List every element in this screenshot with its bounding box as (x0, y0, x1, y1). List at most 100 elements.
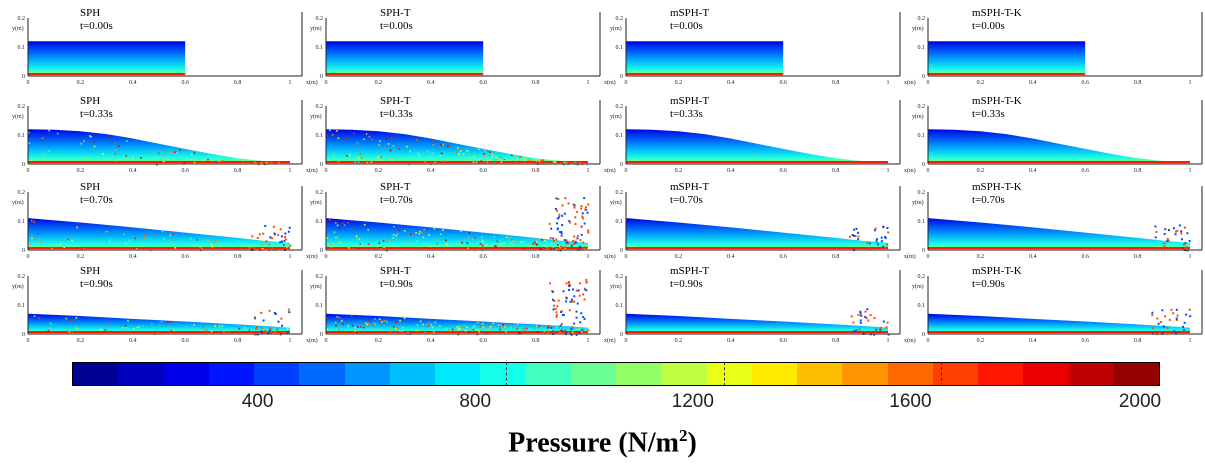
particle (529, 328, 531, 330)
x-tick-label: 0.8 (832, 80, 840, 86)
particle (336, 316, 338, 318)
particle (546, 246, 548, 248)
particle (174, 247, 177, 249)
particle (491, 156, 493, 158)
colorbar-segment (842, 363, 888, 385)
x-tick-label: 0.4 (727, 338, 735, 344)
particle (498, 324, 500, 326)
colorbar-tick-mark (288, 362, 290, 386)
particle (406, 332, 409, 334)
splash-particle (568, 309, 571, 312)
splash-particle (271, 247, 274, 250)
x-tick-label: 0.4 (727, 80, 735, 86)
splash-particle (1188, 308, 1191, 311)
colorbar-segment (480, 363, 526, 385)
particle (393, 225, 395, 228)
particle (381, 321, 383, 323)
x-tick-label: 0.2 (375, 254, 383, 260)
y-tick-label: 0 (320, 332, 323, 338)
particle (162, 160, 165, 163)
splash-particle (553, 300, 556, 303)
splash-particle (550, 227, 553, 230)
splash-particle (887, 333, 890, 336)
colorbar-segment (73, 363, 119, 385)
splash-particle (1186, 232, 1189, 235)
splash-particle (570, 245, 573, 248)
particle (461, 241, 464, 244)
colorbar-segment (118, 363, 164, 385)
splash-particle (1168, 318, 1171, 321)
x-tick-label: 0.4 (427, 80, 435, 86)
x-tick-label: 0.2 (977, 80, 985, 86)
particle (250, 329, 253, 332)
particle (511, 154, 513, 156)
splash-particle (549, 237, 552, 240)
particle (132, 328, 135, 330)
particle (347, 222, 350, 224)
splash-particle (587, 231, 590, 234)
particle (535, 160, 538, 162)
particle (507, 236, 509, 238)
splash-particle (274, 312, 277, 315)
splash-particle (275, 330, 278, 333)
particle (473, 328, 476, 331)
particle (447, 329, 449, 332)
particle (472, 327, 474, 329)
splash-particle (1154, 225, 1157, 228)
colorbar-segment (163, 363, 209, 385)
particle (480, 160, 482, 162)
x-tick-label: 0 (927, 254, 930, 260)
particle (172, 329, 175, 332)
particle (359, 152, 362, 155)
particle (261, 331, 263, 334)
particle (547, 332, 550, 335)
particle (537, 325, 540, 328)
splash-particle (581, 212, 584, 215)
splash-particle (857, 314, 860, 317)
particle (442, 229, 444, 231)
splash-particle (560, 322, 563, 325)
splash-particle (255, 327, 258, 330)
x-tick-label: 0.4 (427, 338, 435, 344)
particle (93, 141, 95, 143)
y-tick-label: 0 (620, 162, 623, 168)
splash-particle (570, 328, 573, 331)
particle (209, 240, 211, 243)
particle (273, 244, 276, 246)
particle (460, 230, 462, 233)
splash-particle (583, 197, 586, 200)
particle (347, 324, 350, 327)
particle (368, 135, 371, 138)
particle (415, 231, 417, 234)
x-tick-label: 0.8 (234, 254, 242, 260)
colorbar-segment (299, 363, 345, 385)
particle (547, 325, 550, 328)
x-tick-label: 0 (325, 254, 328, 260)
particle (534, 241, 536, 243)
particle (466, 236, 469, 239)
y-axis-label: y(m) (610, 25, 622, 32)
x-tick-label: 0.2 (675, 168, 683, 174)
particle (370, 161, 373, 164)
particle (541, 162, 543, 164)
bottom-pressure-band (28, 331, 290, 333)
bottom-pressure-band (928, 247, 1190, 249)
colorbar-title: Pressure (N/m2) (0, 426, 1205, 459)
particle (387, 143, 390, 145)
splash-particle (1185, 246, 1188, 249)
particle (560, 326, 562, 329)
x-tick-label: 0 (625, 254, 628, 260)
particle (510, 241, 512, 243)
particle (523, 248, 526, 251)
particle (140, 156, 142, 159)
splash-particle (561, 224, 564, 227)
particle (33, 315, 36, 318)
x-tick-label: 0 (927, 80, 930, 86)
splash-particle (567, 242, 570, 245)
panel-method-label: SPH-T (380, 265, 411, 277)
colorbar-segment (344, 363, 390, 385)
splash-particle (270, 237, 273, 240)
particle (555, 248, 557, 251)
x-tick-label: 1 (587, 338, 590, 344)
x-tick-label: 0.2 (977, 338, 985, 344)
